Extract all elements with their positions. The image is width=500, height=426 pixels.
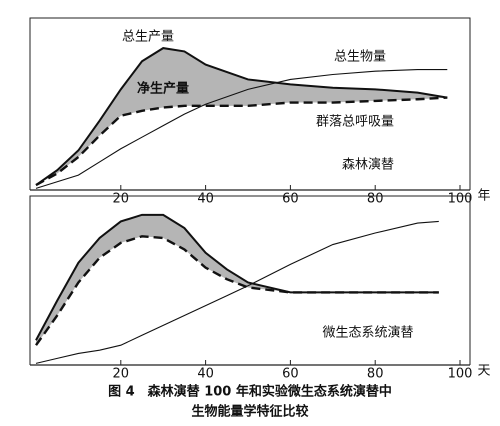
frame [29,195,471,365]
x-tick-label: 40 [197,367,214,382]
panel-label: 森林演替 [342,157,394,173]
x-tick-label: 80 [367,367,384,382]
x-tick-label: 80 [367,192,384,207]
x-unit: 天 [477,364,490,379]
x-tick-label: 60 [282,192,299,207]
shaded-band [36,48,448,186]
x-tick-label: 100 [448,367,473,382]
x-unit: 年 [477,189,490,204]
caption: 生物能量学特征比较 [191,404,308,420]
panel-label: 微生态系统演替 [322,325,413,341]
series-label: 群落总呼吸量 [316,115,394,130]
x-tick-label: 40 [197,192,214,207]
x-tick-label: 60 [282,367,299,382]
x-tick-label: 20 [113,192,130,207]
series-line [35,69,448,189]
series-label: 总生物量 [334,50,386,65]
caption: 图 4 森林演替 100 年和实验微生态系统演替中 [108,384,392,400]
series-line [35,96,448,187]
series-label: 总生产量 [122,30,174,45]
series-line [35,220,439,364]
series-line [35,47,448,186]
series-line [35,235,439,346]
shaded-band [36,214,439,346]
x-tick-label: 100 [448,192,473,207]
x-tick-label: 20 [113,367,130,382]
annotation: 净生产量 [137,81,189,97]
frame [29,17,471,190]
